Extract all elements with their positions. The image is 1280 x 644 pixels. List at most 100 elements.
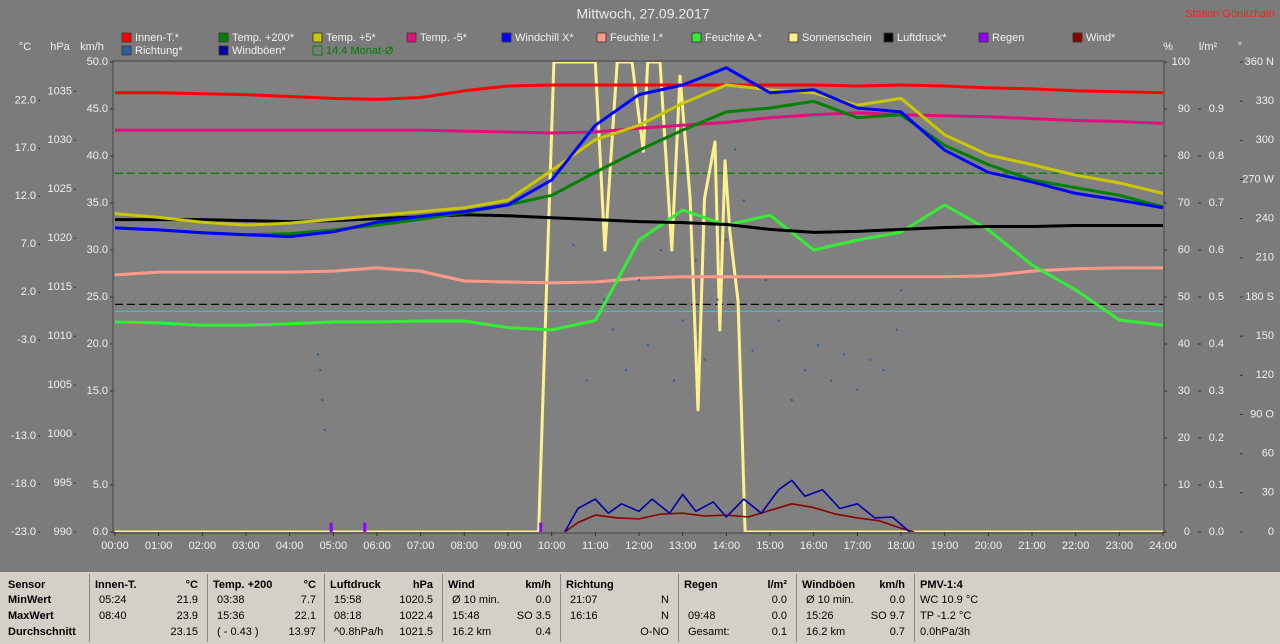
direction-dot	[764, 279, 767, 282]
legend-label: Wind*	[1086, 32, 1116, 44]
y-tick-label: 330	[1256, 95, 1274, 107]
table-cell: 03:38	[217, 594, 245, 606]
table-cell: Gesamt:	[688, 626, 730, 638]
table-cell: 0.4	[535, 626, 551, 638]
x-tick-label: 13:00	[669, 540, 697, 552]
chart-title: Mittwoch, 27.09.2017	[576, 6, 709, 22]
table-header: Sensor	[8, 579, 46, 591]
y-tick-label: 0.9	[1209, 103, 1224, 115]
axis-unit: l/m²	[1199, 41, 1218, 53]
legend-label: Feuchte I.*	[610, 32, 664, 44]
direction-dot	[317, 353, 320, 356]
table-cell: 15:48	[452, 610, 480, 622]
table-cell: Durchschnitt	[8, 626, 76, 638]
table-cell: O-NO	[640, 626, 669, 638]
table-header: Temp. +200	[213, 579, 273, 591]
y-tick-label: 10	[1178, 479, 1190, 491]
y-tick-label: 35.0	[87, 197, 108, 209]
y-tick-label: 40	[1178, 338, 1190, 350]
y-tick-label: 180 S	[1245, 291, 1274, 303]
table-header: Luftdruck	[330, 579, 381, 591]
direction-dot	[321, 399, 324, 402]
table-cell: 05:24	[99, 594, 127, 606]
y-tick-label: 20.0	[87, 338, 108, 350]
table-cell: 1022.4	[399, 610, 433, 622]
table-cell: 0.0	[535, 594, 551, 606]
y-tick-label: 60	[1178, 244, 1190, 256]
direction-dot	[742, 199, 745, 202]
legend-swatch	[978, 32, 989, 43]
y-tick-label: 0.0	[93, 526, 108, 538]
direction-dot	[694, 259, 697, 262]
direction-dot	[856, 388, 859, 391]
series-line	[564, 503, 915, 532]
separator	[89, 574, 90, 642]
x-tick-label: 05:00	[320, 540, 348, 552]
axis-unit: %	[1163, 41, 1173, 53]
separator	[678, 574, 679, 642]
y-tick-label: 50	[1178, 291, 1190, 303]
chart: Mittwoch, 27.09.2017 Station Gönitzhain …	[11, 6, 1275, 552]
direction-dot	[725, 238, 728, 241]
table-cell: 1020.5	[399, 594, 433, 606]
x-tick-label: 09:00	[494, 540, 522, 552]
table-unit: °C	[303, 579, 316, 591]
x-tick-label: 00:00	[101, 540, 129, 552]
table-cell: 0.0	[771, 610, 787, 622]
x-tick-label: 12:00	[625, 540, 653, 552]
series-line	[115, 99, 1163, 237]
y-tick-label: 90	[1178, 103, 1190, 115]
y-tick-label: 0.2	[1209, 432, 1224, 444]
x-tick-label: 22:00	[1062, 540, 1090, 552]
series-line	[115, 111, 1163, 135]
y-tick-label: 0.3	[1209, 385, 1224, 397]
y-tick-label: 240	[1256, 213, 1274, 225]
legend-label: Luftdruck*	[897, 32, 947, 44]
table-cell: N	[661, 610, 669, 622]
table-cell: 15:26	[806, 610, 834, 622]
table-cell: 13.97	[288, 626, 316, 638]
table-header: Richtung	[566, 579, 614, 591]
direction-dot	[624, 369, 627, 372]
x-tick-label: 01:00	[145, 540, 173, 552]
x-tick-label: 19:00	[931, 540, 959, 552]
x-tick-label: 04:00	[276, 540, 304, 552]
y-tick-label: 0	[1268, 526, 1274, 538]
table-cell: 0.1	[771, 626, 787, 638]
y-tick-label: 17.0	[15, 142, 36, 154]
legend-swatch	[218, 32, 229, 43]
legend-label: Richtung*	[135, 45, 183, 57]
y-tick-label: 1015	[48, 281, 72, 293]
direction-dot	[611, 328, 614, 331]
table-cell: TP -1.2 °C	[920, 610, 972, 622]
direction-dot	[572, 243, 575, 246]
table-cell: 23.15	[170, 626, 198, 638]
x-tick-label: 10:00	[538, 540, 566, 552]
axis-unit: °	[1238, 41, 1242, 53]
y-tick-label: 0.6	[1209, 244, 1224, 256]
legend-label: Innen-T.*	[135, 32, 180, 44]
separator	[796, 574, 797, 642]
legend-swatch	[121, 45, 132, 56]
table-cell: 23.9	[176, 610, 198, 622]
axis-unit: hPa	[50, 41, 70, 53]
series-line	[115, 266, 1163, 285]
direction-dot	[869, 358, 872, 361]
direction-dot	[900, 289, 902, 292]
direction-dot	[319, 369, 322, 372]
y-tick-label: -3.0	[17, 334, 36, 346]
x-tick-label: 17:00	[844, 540, 872, 552]
y-tick-label: 15.0	[87, 385, 108, 397]
y-tick-label: 45.0	[87, 103, 108, 115]
y-tick-label: 120	[1256, 369, 1274, 381]
table-cell: SO 9.7	[870, 610, 905, 622]
x-tick-label: 18:00	[887, 540, 915, 552]
plot-layer	[115, 62, 1163, 532]
direction-dot	[323, 429, 326, 432]
table-cell: 21.9	[176, 594, 198, 606]
legend-swatch	[788, 32, 799, 43]
series-line	[564, 479, 911, 532]
series-line	[115, 62, 1163, 532]
direction-dot	[882, 369, 885, 372]
y-tick-label: 990	[54, 526, 72, 538]
